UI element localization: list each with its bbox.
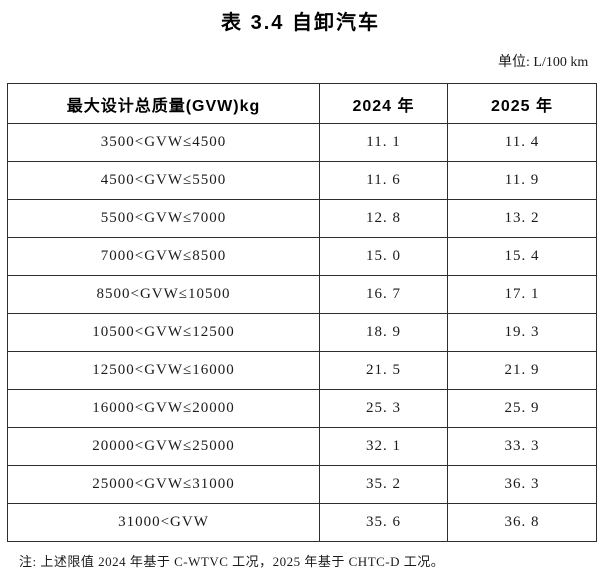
table-row: 3500<GVW≤4500 11. 1 11. 4 [7,123,597,162]
value-2024-cell: 15. 0 [319,237,448,276]
gvw-range-cell: 20000<GVW≤25000 [7,427,320,466]
table-row: 4500<GVW≤5500 11. 6 11. 9 [7,161,597,200]
value-2025-cell: 15. 4 [447,237,597,276]
value-2025-cell: 13. 2 [447,199,597,238]
value-2024-cell: 12. 8 [319,199,448,238]
gvw-range-cell: 10500<GVW≤12500 [7,313,320,352]
header-year-2025: 2025 年 [447,83,597,124]
table-row: 7000<GVW≤8500 15. 0 15. 4 [7,237,597,276]
gvw-range-cell: 8500<GVW≤10500 [7,275,320,314]
table-row: 10500<GVW≤12500 18. 9 19. 3 [7,313,597,352]
fuel-consumption-limit-table: 最大设计总质量(GVW)kg 2024 年 2025 年 3500<GVW≤45… [7,83,597,542]
footnote: 注: 上述限值 2024 年基于 C-WTVC 工况，2025 年基于 CHTC… [19,554,445,569]
value-2024-cell: 25. 3 [319,389,448,428]
table-row: 12500<GVW≤16000 21. 5 21. 9 [7,351,597,390]
gvw-range-cell: 31000<GVW [7,503,320,542]
value-2024-cell: 32. 1 [319,427,448,466]
table-row: 8500<GVW≤10500 16. 7 17. 1 [7,275,597,314]
value-2024-cell: 11. 1 [319,123,448,162]
value-2025-cell: 36. 3 [447,465,597,504]
value-2025-cell: 17. 1 [447,275,597,314]
value-2024-cell: 35. 6 [319,503,448,542]
value-2024-cell: 35. 2 [319,465,448,504]
table-row: 16000<GVW≤20000 25. 3 25. 9 [7,389,597,428]
gvw-range-cell: 4500<GVW≤5500 [7,161,320,200]
header-year-2024: 2024 年 [319,83,448,124]
gvw-range-cell: 7000<GVW≤8500 [7,237,320,276]
table-row: 5500<GVW≤7000 12. 8 13. 2 [7,199,597,238]
value-2024-cell: 11. 6 [319,161,448,200]
value-2024-cell: 21. 5 [319,351,448,390]
value-2025-cell: 19. 3 [447,313,597,352]
table-row: 25000<GVW≤31000 35. 2 36. 3 [7,465,597,504]
table-body: 3500<GVW≤4500 11. 1 11. 4 4500<GVW≤5500 … [7,123,597,542]
gvw-range-cell: 25000<GVW≤31000 [7,465,320,504]
value-2025-cell: 21. 9 [447,351,597,390]
value-2025-cell: 11. 9 [447,161,597,200]
header-gvw-range: 最大设计总质量(GVW)kg [7,83,320,124]
header-row: 最大设计总质量(GVW)kg 2024 年 2025 年 [7,83,597,124]
value-2025-cell: 11. 4 [447,123,597,162]
gvw-range-cell: 16000<GVW≤20000 [7,389,320,428]
gvw-range-cell: 12500<GVW≤16000 [7,351,320,390]
value-2024-cell: 16. 7 [319,275,448,314]
value-2025-cell: 25. 9 [447,389,597,428]
value-2025-cell: 36. 8 [447,503,597,542]
value-2024-cell: 18. 9 [319,313,448,352]
table-title: 表 3.4 自卸汽车 [221,12,380,34]
gvw-range-cell: 5500<GVW≤7000 [7,199,320,238]
table-row: 20000<GVW≤25000 32. 1 33. 3 [7,427,597,466]
unit-label: 单位: L/100 km [498,55,589,70]
table-row: 31000<GVW 35. 6 36. 8 [7,503,597,542]
value-2025-cell: 33. 3 [447,427,597,466]
gvw-range-cell: 3500<GVW≤4500 [7,123,320,162]
